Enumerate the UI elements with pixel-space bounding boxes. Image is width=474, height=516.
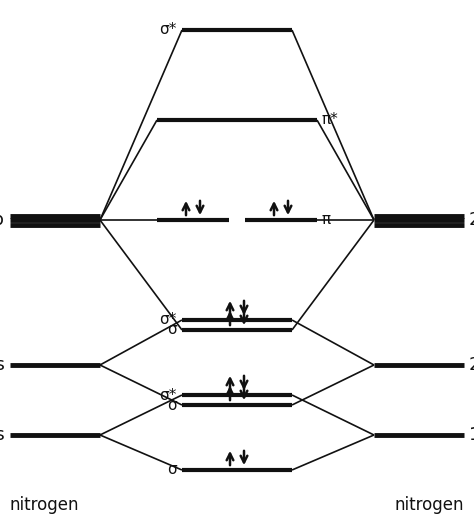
Text: σ: σ — [167, 462, 177, 477]
Text: σ*: σ* — [160, 23, 177, 38]
Text: σ*: σ* — [160, 313, 177, 328]
Text: σ: σ — [167, 397, 177, 412]
Text: 2p: 2p — [0, 211, 5, 229]
Text: σ: σ — [167, 322, 177, 337]
Text: 1s: 1s — [0, 426, 5, 444]
Text: 2s: 2s — [0, 356, 5, 374]
Text: 2s: 2s — [469, 356, 474, 374]
Text: 2p: 2p — [469, 211, 474, 229]
Text: nitrogen: nitrogen — [394, 496, 464, 514]
Text: π: π — [322, 213, 331, 228]
Text: π*: π* — [322, 112, 339, 127]
Text: σ*: σ* — [160, 388, 177, 402]
Text: 1s: 1s — [469, 426, 474, 444]
Text: nitrogen: nitrogen — [10, 496, 80, 514]
